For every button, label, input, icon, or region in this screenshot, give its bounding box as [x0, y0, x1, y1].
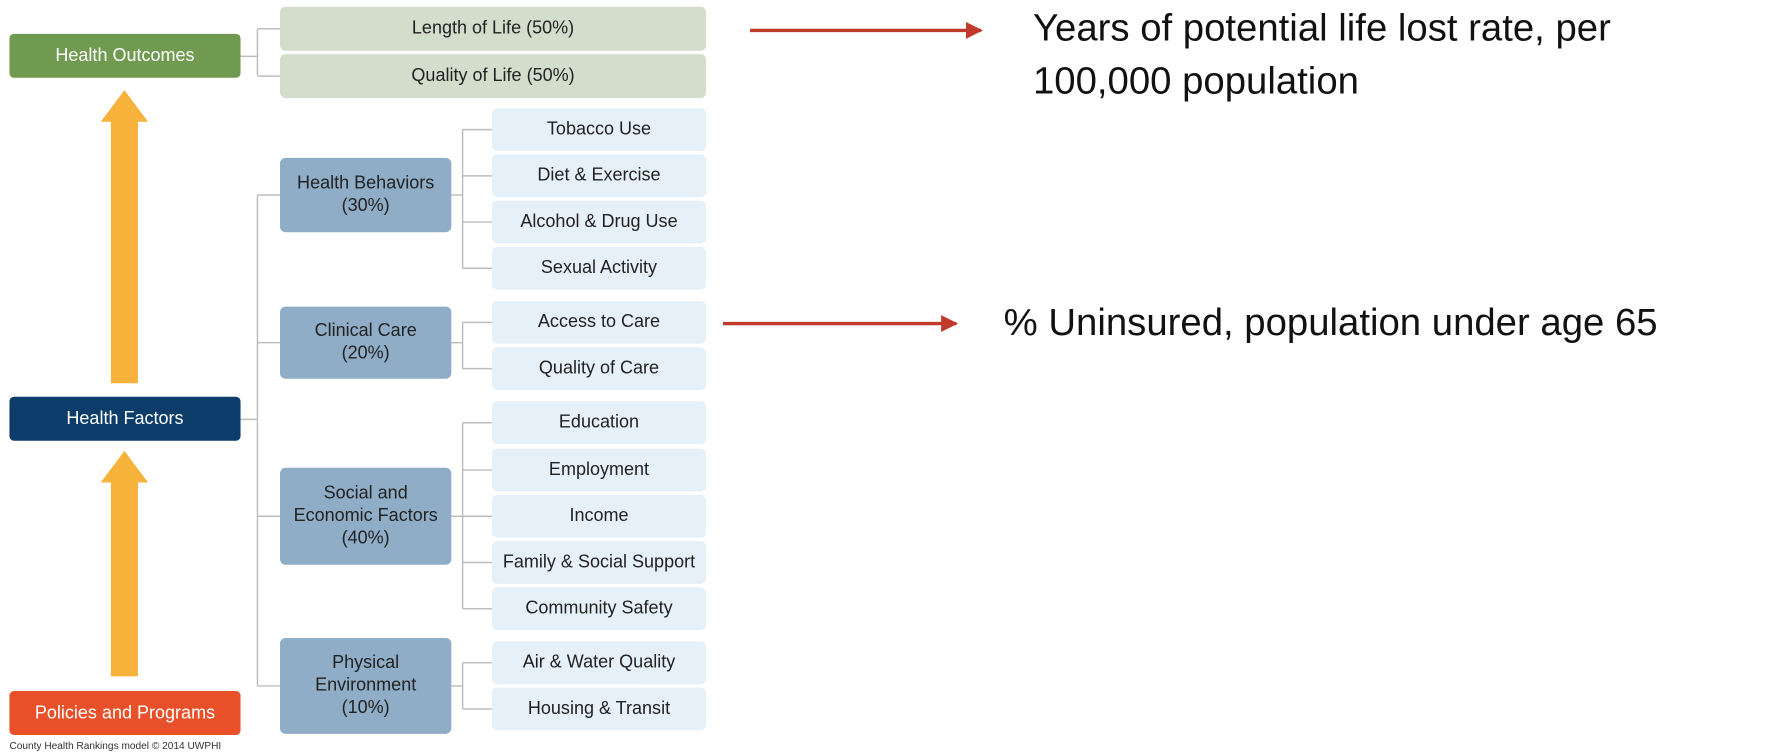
measure-label: Education — [559, 411, 639, 431]
factor-group — [279, 157, 452, 233]
measure-box — [491, 246, 707, 290]
factor-group-label: (20%) — [342, 343, 390, 363]
measure-box — [491, 687, 707, 731]
factor-group-label: Social and — [324, 482, 408, 502]
factor-group-label: Economic Factors — [294, 505, 438, 525]
measure-box — [491, 641, 707, 685]
factor-group-label: Health Behaviors — [297, 173, 434, 193]
factor-group — [279, 638, 452, 734]
outcomes-label: Health Outcomes — [55, 45, 194, 65]
up-arrow — [100, 450, 149, 677]
outcome-item — [279, 54, 707, 99]
factors-label: Health Factors — [66, 408, 183, 428]
factor-group-label: (40%) — [342, 528, 390, 548]
outcome-item-label: Quality of Life (50%) — [411, 65, 574, 85]
factor-group-label: Environment — [315, 675, 416, 695]
annotation: Years of potential life lost rate, per — [1033, 7, 1611, 50]
factor-group-label: (10%) — [342, 697, 390, 717]
measure-box — [491, 401, 707, 445]
factor-group — [279, 306, 452, 379]
measure-label: Community Safety — [525, 597, 672, 617]
measure-label: Housing & Transit — [528, 698, 670, 718]
measure-box — [491, 108, 707, 152]
measure-label: Income — [569, 505, 628, 525]
factor-group-label: Physical — [332, 652, 399, 672]
factors-box — [9, 396, 241, 441]
policies-box — [9, 691, 241, 735]
factor-group-label: (30%) — [342, 195, 390, 215]
measure-box — [491, 347, 707, 391]
measure-box — [491, 541, 707, 584]
outcome-item — [279, 6, 707, 51]
factor-group-label: Clinical Care — [315, 320, 417, 340]
measure-label: Air & Water Quality — [523, 652, 676, 672]
outcomes-box — [9, 33, 241, 78]
footer: County Health Rankings model © 2014 UWPH… — [9, 741, 221, 752]
policies-label: Policies and Programs — [35, 702, 215, 722]
measure-label: Access to Care — [538, 311, 660, 331]
measure-label: Tobacco Use — [547, 118, 651, 138]
measure-label: Sexual Activity — [541, 257, 657, 277]
measure-label: Family & Social Support — [503, 551, 695, 571]
measure-box — [491, 494, 707, 538]
up-arrow — [100, 90, 149, 384]
measure-label: Alcohol & Drug Use — [520, 211, 677, 231]
measure-box — [491, 300, 707, 344]
measure-box — [491, 154, 707, 198]
measure-box — [491, 200, 707, 244]
annotation: % Uninsured, population under age 65 — [1004, 301, 1658, 344]
annotation: 100,000 population — [1033, 60, 1359, 103]
measure-label: Employment — [549, 459, 649, 479]
measure-box — [491, 587, 707, 631]
measure-box — [491, 448, 707, 492]
factor-group — [279, 467, 452, 565]
outcome-item-label: Length of Life (50%) — [412, 18, 574, 38]
measure-label: Quality of Care — [539, 357, 659, 377]
measure-label: Diet & Exercise — [537, 165, 660, 185]
